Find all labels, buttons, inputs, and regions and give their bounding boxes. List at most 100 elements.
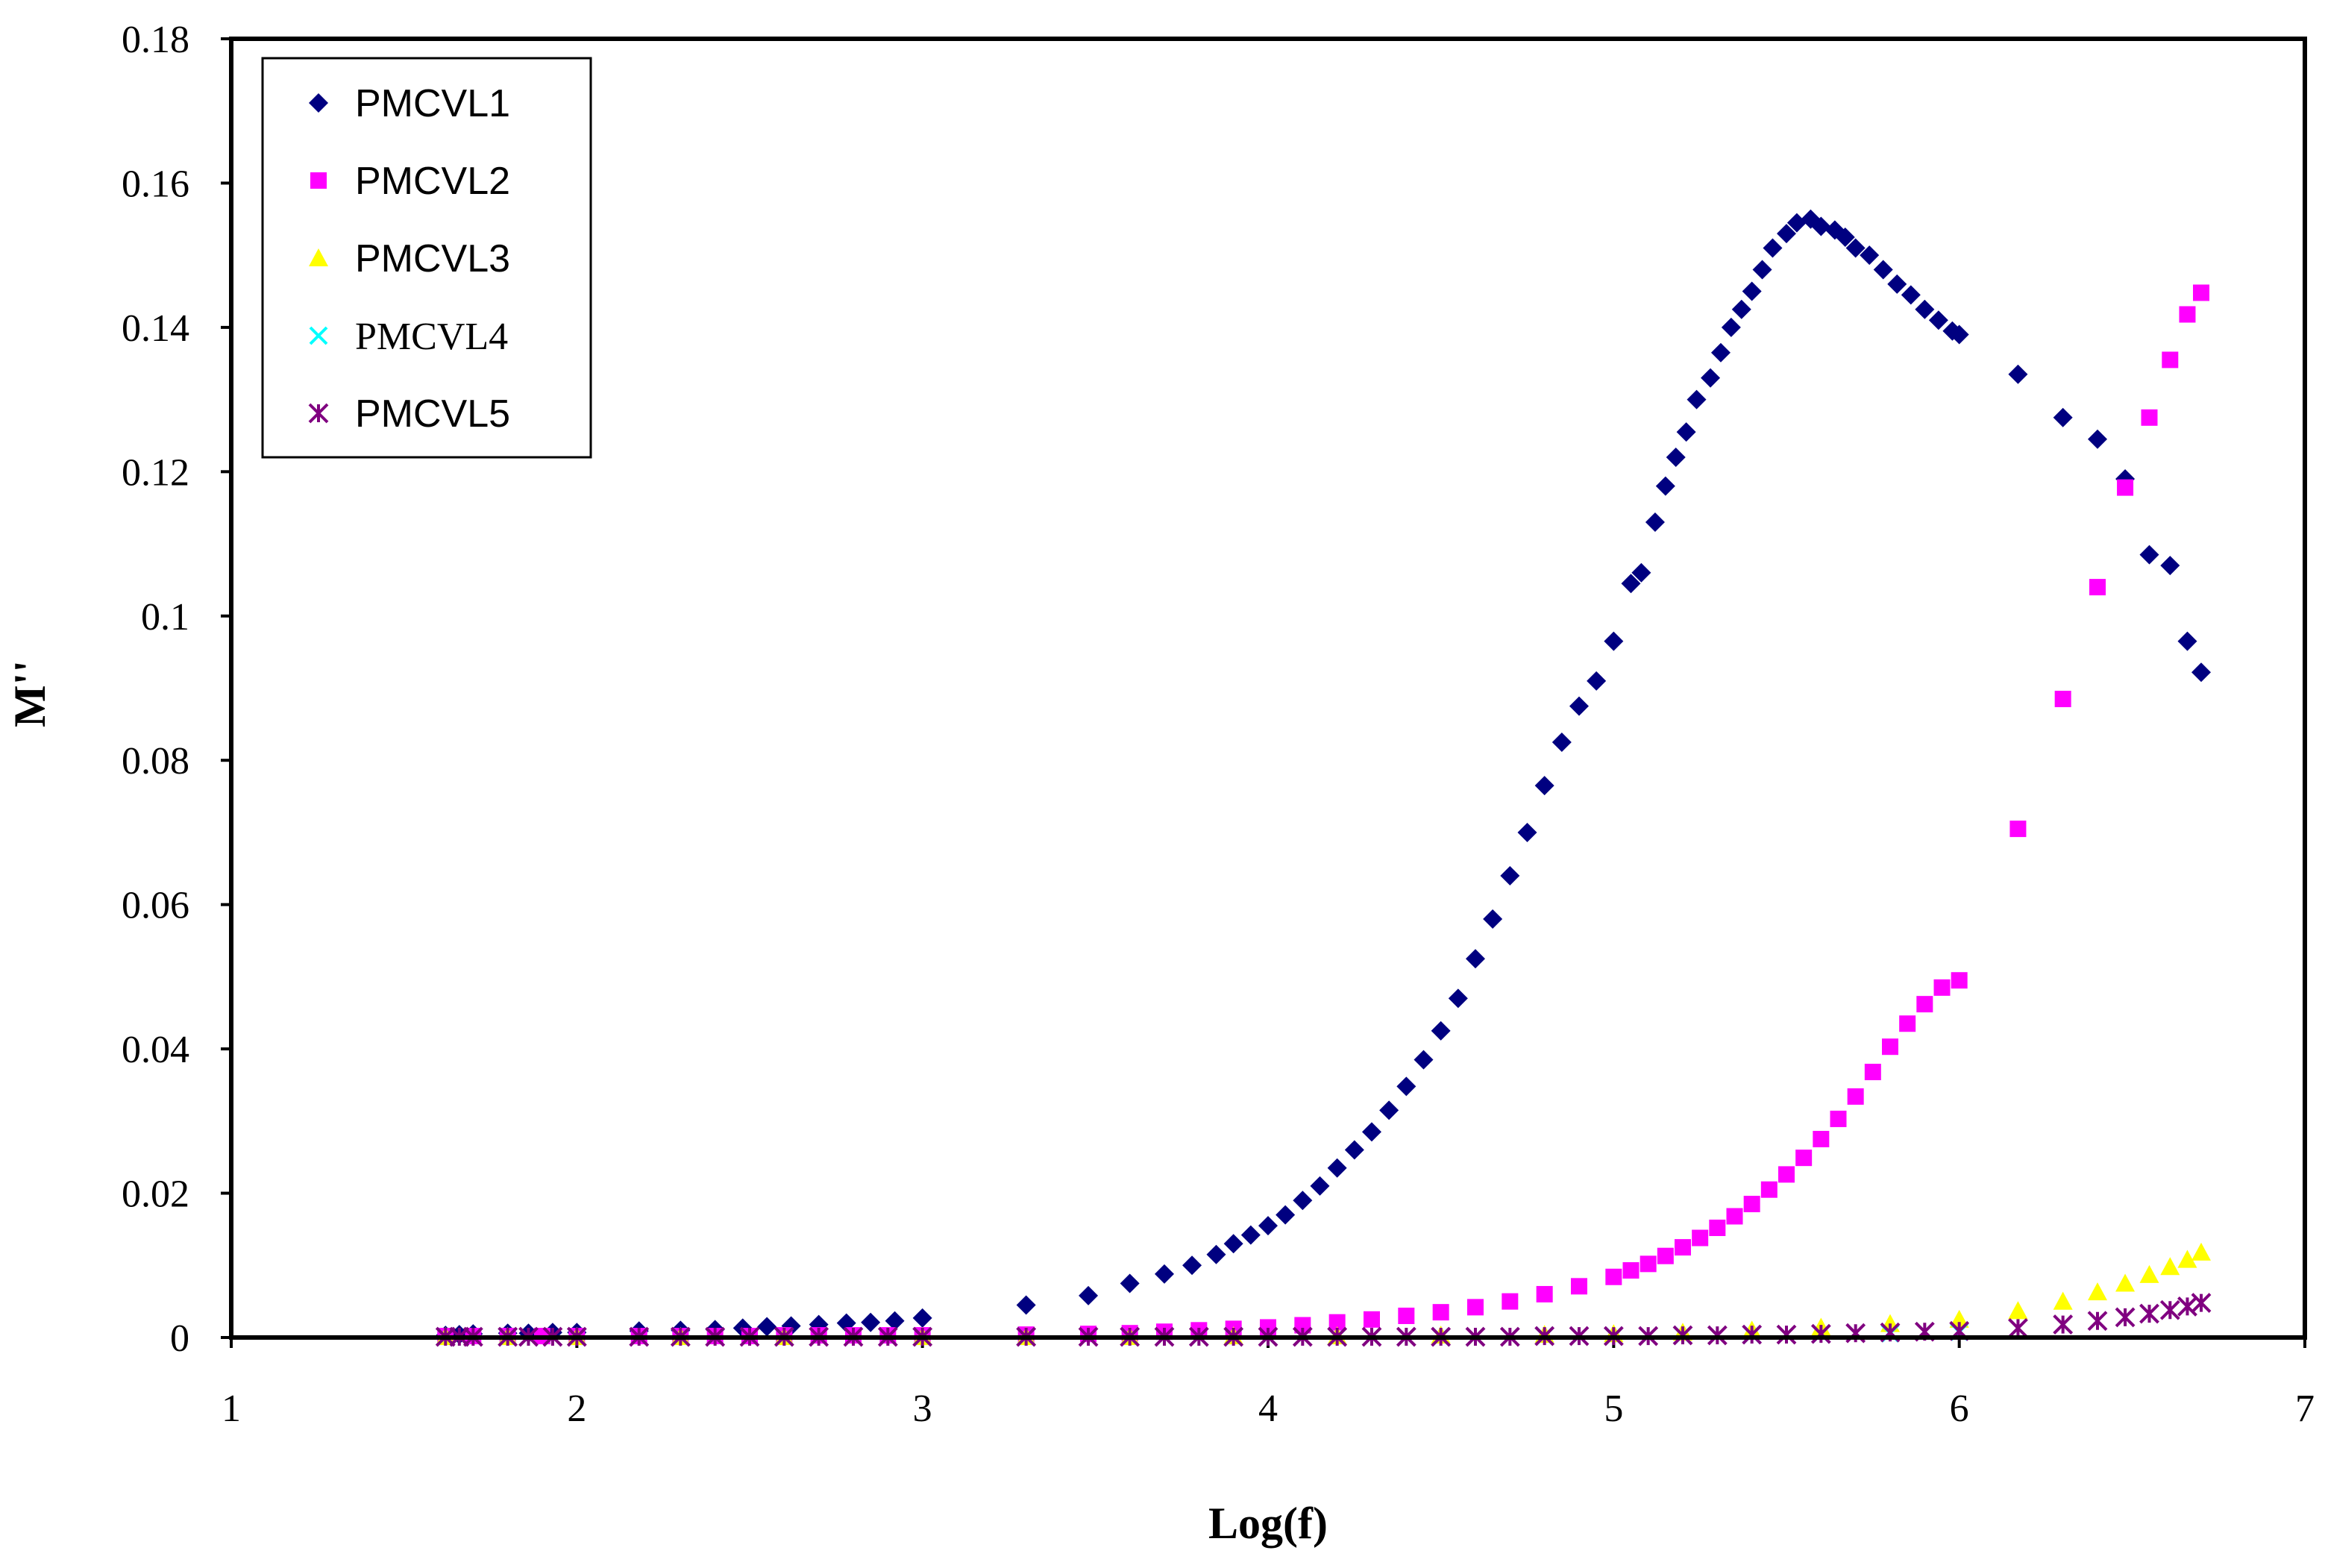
data-point xyxy=(1726,1208,1743,1225)
data-point xyxy=(1928,310,1948,330)
y-tick-label: 0.02 xyxy=(122,1173,189,1216)
data-point xyxy=(2088,429,2107,449)
data-point xyxy=(1206,1244,1226,1264)
data-point xyxy=(1364,1311,1380,1328)
data-point xyxy=(1709,1219,1726,1236)
data-point xyxy=(1742,281,1762,301)
data-point xyxy=(2162,351,2179,369)
x-tick-label: 6 xyxy=(1950,1387,1969,1430)
data-point xyxy=(1916,996,1933,1013)
data-point xyxy=(1396,1076,1416,1097)
data-point xyxy=(1835,227,1855,247)
data-point xyxy=(1500,865,1520,885)
data-point xyxy=(1467,1299,1484,1316)
data-point xyxy=(1310,1176,1330,1196)
data-point xyxy=(2053,407,2073,427)
data-point xyxy=(1899,1015,1916,1032)
data-point xyxy=(1327,1158,1347,1178)
legend-label-pmcvl3: PMCVL3 xyxy=(355,237,510,280)
data-point xyxy=(1778,1166,1795,1183)
data-point xyxy=(1687,389,1707,410)
legend-marker-pmcvl5 xyxy=(308,403,329,424)
data-point xyxy=(1813,1131,1830,1148)
data-point xyxy=(1079,1285,1099,1305)
data-point xyxy=(1293,1191,1313,1211)
data-point xyxy=(1743,1196,1760,1213)
x-axis-title: Log(f) xyxy=(1208,1499,1328,1548)
data-point xyxy=(1551,733,1572,753)
data-point xyxy=(2053,1291,2073,1310)
data-point xyxy=(1666,447,1686,467)
data-point xyxy=(2193,284,2209,301)
y-tick-label: 0.04 xyxy=(122,1029,189,1071)
data-point xyxy=(1621,574,1641,594)
y-axis-title: M'' xyxy=(5,660,54,727)
data-point xyxy=(1379,1100,1399,1120)
data-point xyxy=(2177,631,2197,651)
data-point xyxy=(2115,1273,2136,1292)
data-point xyxy=(1569,696,1589,716)
data-point xyxy=(1845,238,1866,258)
data-point xyxy=(1362,1122,1381,1142)
data-point xyxy=(1182,1255,1202,1276)
data-point xyxy=(1571,1278,1587,1295)
data-point xyxy=(1240,1225,1261,1245)
legend-label-pmcvl2: PMCVL2 xyxy=(355,160,510,203)
data-point xyxy=(1258,1216,1278,1236)
legend-marker-pmcvl2 xyxy=(310,172,327,189)
data-point xyxy=(2141,409,2158,426)
legend-label-pmcvl5: PMCVL5 xyxy=(355,392,510,436)
data-point xyxy=(1502,1293,1519,1310)
x-tick-label: 3 xyxy=(913,1387,932,1430)
x-tick-label: 5 xyxy=(1604,1387,1623,1430)
data-point xyxy=(1887,274,1907,294)
data-point xyxy=(2139,545,2159,565)
data-point xyxy=(1777,224,1796,244)
y-tick-label: 0.18 xyxy=(122,19,189,61)
data-point xyxy=(1811,216,1831,236)
data-point xyxy=(2160,556,2180,576)
data-point xyxy=(1223,1234,1243,1254)
data-point xyxy=(2088,1282,2107,1301)
data-point xyxy=(2117,479,2134,496)
data-point xyxy=(1517,822,1537,842)
data-point xyxy=(1830,1110,1847,1127)
data-point xyxy=(2177,1249,2197,1268)
data-point xyxy=(1776,1324,1797,1345)
data-point xyxy=(1933,979,1951,996)
data-point xyxy=(1860,245,1880,266)
data-point xyxy=(1786,213,1807,233)
data-point xyxy=(2191,1242,2211,1261)
y-tick-label: 0.14 xyxy=(122,307,189,350)
data-point xyxy=(1676,422,1696,442)
data-point xyxy=(1431,1020,1451,1041)
x-tick-label: 1 xyxy=(222,1387,241,1430)
data-point xyxy=(1882,1038,1898,1056)
data-point xyxy=(1847,1088,1864,1105)
data-point xyxy=(1155,1264,1174,1284)
data-point xyxy=(1398,1307,1415,1324)
y-tick-label: 0.12 xyxy=(122,451,189,494)
data-point xyxy=(2160,1257,2180,1276)
data-point xyxy=(1949,324,1969,345)
data-point xyxy=(912,1308,932,1328)
data-point xyxy=(2054,691,2071,708)
data-point xyxy=(1294,1317,1311,1334)
data-point xyxy=(2008,1318,2028,1338)
data-point xyxy=(2087,1311,2108,1332)
data-point xyxy=(1622,1262,1640,1279)
data-point xyxy=(1763,238,1783,258)
x-tick-label: 7 xyxy=(2295,1387,2315,1430)
legend: PMCVL1 PMCVL2 PMCVL3 PMCVL4 PMCVL5 xyxy=(261,57,592,459)
y-tick-label: 0.16 xyxy=(122,163,189,205)
x-axis-ticks: 1 2 3 4 5 6 7 xyxy=(222,1337,2315,1430)
legend-marker-pmcvl4 xyxy=(309,326,328,345)
data-point xyxy=(2009,821,2027,838)
data-point xyxy=(2159,1299,2180,1320)
data-point xyxy=(1640,1255,1657,1273)
data-point xyxy=(1328,1314,1346,1331)
y-tick-label: 0.1 xyxy=(141,596,189,639)
y-axis-ticks: 0 0.02 0.04 0.06 0.08 0.1 0.12 0.14 0.16 0.18 xyxy=(122,19,231,1360)
data-point xyxy=(1466,949,1485,969)
data-point xyxy=(1413,1050,1434,1070)
